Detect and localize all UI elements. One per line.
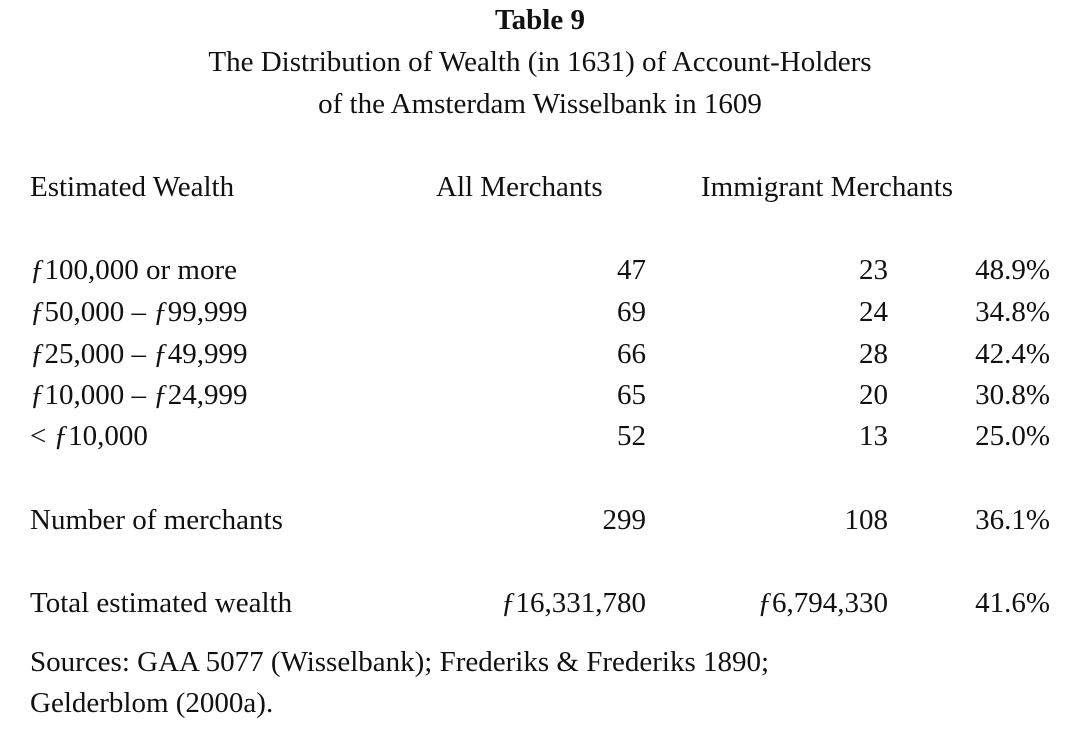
cell-immigrant-merchants: 28: [859, 338, 888, 370]
table-label: Table 9: [495, 4, 585, 36]
total-wealth-label: Total estimated wealth: [30, 587, 293, 619]
florin-symbol: ƒ: [30, 379, 45, 411]
number-immigrant-percent: 36.1%: [975, 504, 1050, 536]
row-label-text: 49,999: [167, 338, 248, 370]
row-label-under-10000: < ƒ10,000: [30, 418, 148, 454]
row-label-text: 10,000: [68, 420, 148, 452]
cell-immigrant-merchants: 24: [859, 296, 888, 328]
row-label-text: 10,000 –: [44, 379, 154, 411]
cell-immigrant-percent: 42.4%: [975, 338, 1050, 370]
total-wealth-immigrant-value: 6,794,330: [772, 587, 888, 619]
sources-note: Sources: GAA 5077 (Wisselbank); Frederik…: [30, 642, 1030, 724]
florin-symbol: ƒ: [757, 587, 773, 619]
florin-symbol: ƒ: [53, 420, 69, 452]
sources-line-2: Gelderblom (2000a).: [30, 687, 274, 719]
cell-immigrant-percent: 25.0%: [975, 420, 1050, 452]
florin-symbol: ƒ: [153, 379, 168, 411]
header-estimated-wealth: Estimated Wealth: [30, 171, 235, 203]
florin-symbol: ƒ: [30, 338, 45, 370]
cell-immigrant-merchants: 20: [859, 379, 888, 411]
header-all-merchants: All Merchants: [436, 171, 603, 203]
row-label-50000-99999: ƒ50,000 – ƒ99,999: [30, 294, 248, 330]
table-title-line-1: The Distribution of Wealth (in 1631) of …: [208, 46, 872, 78]
less-than-sign: <: [30, 420, 54, 452]
florin-symbol: ƒ: [153, 296, 168, 328]
cell-all-merchants: 69: [617, 296, 646, 328]
cell-all-merchants: 65: [617, 379, 646, 411]
row-label-10000-24999: ƒ10,000 – ƒ24,999: [30, 377, 248, 413]
number-of-merchants-label: Number of merchants: [30, 504, 283, 536]
florin-symbol: ƒ: [30, 296, 45, 328]
cell-all-merchants: 47: [617, 254, 646, 286]
total-wealth-immigrant-merchants: ƒ6,794,330: [758, 585, 889, 621]
cell-all-merchants: 66: [617, 338, 646, 370]
total-wealth-immigrant-percent: 41.6%: [975, 587, 1050, 619]
total-wealth-all-merchants: ƒ16,331,780: [501, 585, 646, 621]
row-label-text: 50,000 –: [44, 296, 154, 328]
cell-immigrant-merchants: 13: [859, 420, 888, 452]
row-label-text: 99,999: [167, 296, 248, 328]
row-label-100000-or-more: ƒ100,000 or more: [30, 252, 237, 288]
sources-line-1: Sources: GAA 5077 (Wisselbank); Frederik…: [30, 646, 770, 678]
row-label-text: 25,000 –: [44, 338, 154, 370]
florin-symbol: ƒ: [30, 254, 45, 286]
cell-immigrant-percent: 30.8%: [975, 379, 1050, 411]
table-title-line-2: of the Amsterdam Wisselbank in 1609: [318, 88, 762, 120]
header-immigrant-merchants: Immigrant Merchants: [701, 171, 954, 203]
cell-immigrant-percent: 48.9%: [975, 254, 1050, 286]
florin-symbol: ƒ: [501, 587, 516, 619]
total-wealth-all-value: 16,331,780: [515, 587, 647, 619]
row-label-text: 24,999: [167, 379, 248, 411]
number-all-merchants: 299: [602, 504, 647, 536]
cell-all-merchants: 52: [617, 420, 646, 452]
row-label-text: 100,000 or more: [44, 254, 238, 286]
cell-immigrant-merchants: 23: [859, 254, 888, 286]
cell-immigrant-percent: 34.8%: [975, 296, 1050, 328]
number-immigrant-merchants: 108: [844, 504, 889, 536]
florin-symbol: ƒ: [153, 338, 168, 370]
row-label-25000-49999: ƒ25,000 – ƒ49,999: [30, 336, 248, 372]
